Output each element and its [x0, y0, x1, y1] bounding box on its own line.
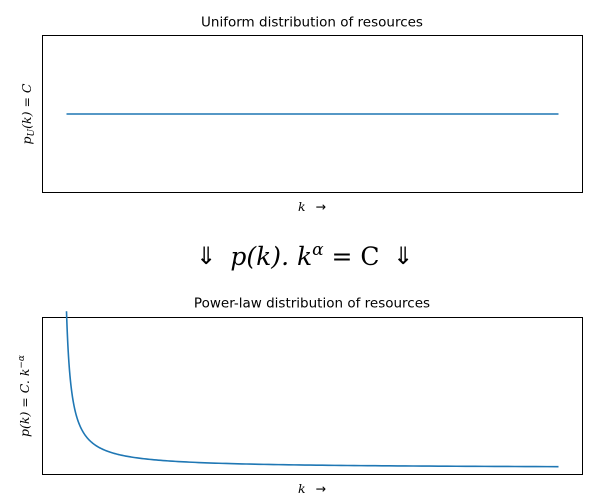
y-label-rest: (k) = C	[19, 83, 34, 129]
y-label-base: p	[19, 136, 34, 144]
equation-rhs: = C	[324, 242, 380, 271]
right-arrow-icon: →	[316, 481, 326, 496]
plot-frame	[42, 317, 583, 475]
equation-exponent: α	[312, 240, 324, 260]
equation-row: ⇓ p(k). kα = C ⇓	[196, 240, 413, 271]
equation-lhs: p(k). k	[230, 242, 312, 271]
down-double-arrow-icon: ⇓	[196, 242, 216, 270]
power-law-series-line	[65, 311, 559, 468]
right-arrow-icon: →	[316, 199, 326, 214]
equation: p(k). kα = C	[230, 240, 379, 271]
chart-title: Power-law distribution of resources	[194, 296, 430, 312]
down-double-arrow-icon: ⇓	[393, 242, 413, 270]
x-axis-variable: k	[298, 199, 306, 214]
y-label-superscript: −α	[17, 355, 27, 369]
x-axis-label: k →	[298, 199, 326, 214]
chart-power-law: Power-law distribution of resources k → p…	[17, 296, 583, 496]
chart-uniform: Uniform distribution of resources k → pU(…	[19, 15, 583, 214]
x-axis-variable: k	[298, 481, 306, 496]
chart-title: Uniform distribution of resources	[201, 15, 423, 31]
y-label-subscript: U	[27, 128, 37, 136]
x-axis-label: k →	[298, 481, 326, 496]
y-axis-label: p(k) = C. k−α	[17, 355, 32, 437]
y-label-base: p(k) = C. k	[17, 369, 32, 437]
y-axis-label: pU(k) = C	[19, 83, 37, 144]
